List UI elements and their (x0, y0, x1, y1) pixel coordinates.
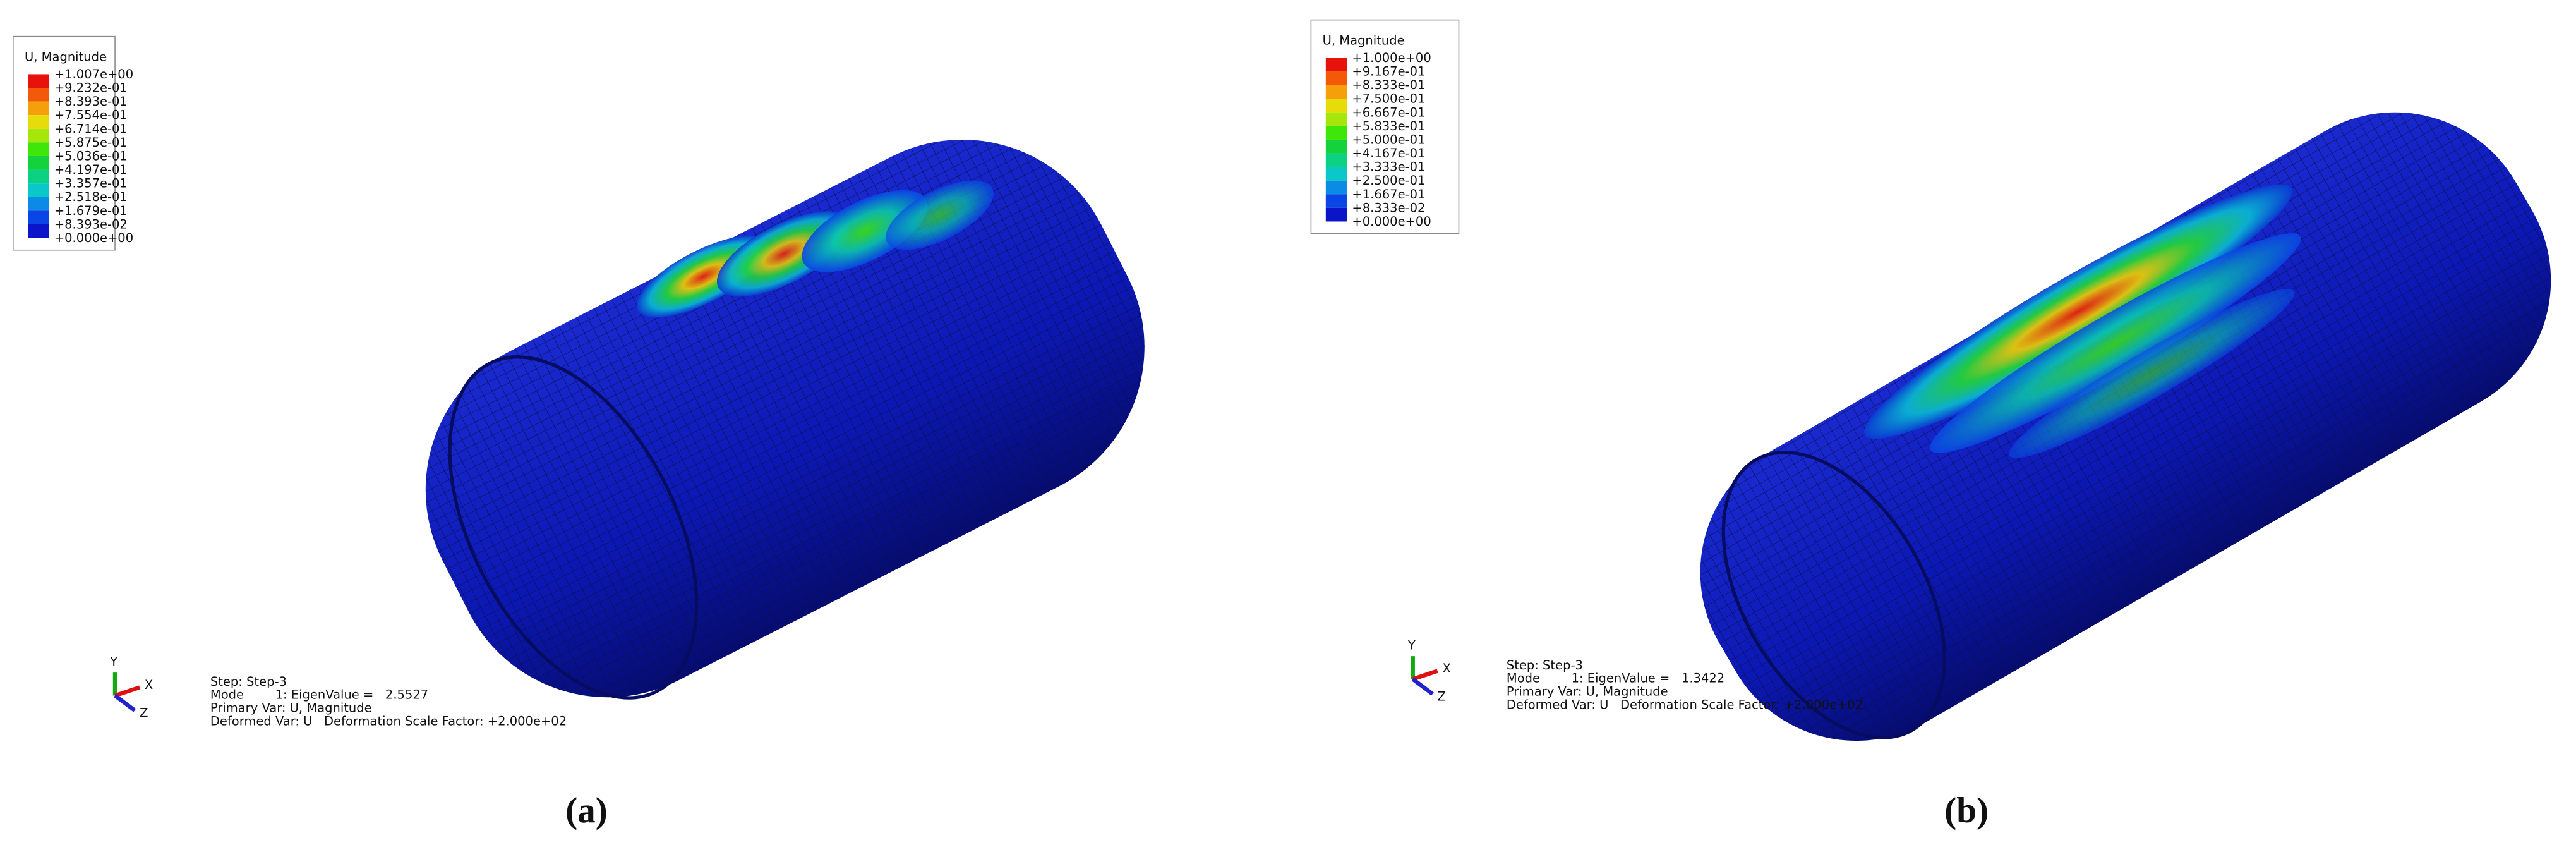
legend-label: +9.232e-01 (54, 81, 128, 95)
info-line: Step: Step-3 (210, 674, 287, 689)
legend-swatch (28, 128, 50, 143)
legend-label: +1.000e+00 (1352, 51, 1431, 65)
legend-label: +8.393e-01 (54, 94, 128, 109)
cylinder-model-a (425, 139, 1145, 700)
legend-swatch (1325, 71, 1347, 85)
legend-swatch (1325, 194, 1347, 208)
legend-label: +0.000e+00 (1352, 214, 1431, 229)
legend-label: +5.833e-01 (1352, 119, 1425, 133)
legend-label: +5.875e-01 (54, 135, 128, 150)
legend-swatch (1325, 85, 1347, 99)
info-line: Step: Step-3 (1507, 658, 1583, 672)
legend-swatch (28, 115, 50, 129)
legend-label: +2.518e-01 (54, 190, 128, 204)
legend-label: +5.000e-01 (1352, 132, 1425, 147)
legend-swatch (1325, 139, 1347, 154)
caption: (a) (565, 791, 608, 831)
info-line: Deformed Var: U Deformation Scale Factor… (1507, 697, 1863, 712)
axis-arrow (1412, 669, 1438, 681)
axis-label: Z (1438, 689, 1446, 703)
cylinder-model-b (1700, 112, 2551, 741)
axis-label: Z (140, 705, 148, 720)
legend-swatch (28, 197, 50, 211)
axis-arrow (1411, 677, 1434, 696)
info-line: Primary Var: U, Magnitude (210, 701, 372, 715)
axis-label: X (145, 678, 153, 692)
axis-label: Y (1407, 638, 1416, 653)
legend-label: +2.500e-01 (1352, 173, 1425, 188)
legend-swatch (28, 169, 50, 184)
legend-swatch (1325, 58, 1347, 72)
legend-swatch (28, 101, 50, 116)
legend-label: +6.714e-01 (54, 121, 128, 136)
legend-label: +5.036e-01 (54, 149, 128, 163)
legend-swatch (28, 88, 50, 102)
info-line: Primary Var: U, Magnitude (1507, 685, 1668, 699)
axis-label: Y (109, 655, 117, 669)
legend-swatch (1325, 180, 1347, 195)
legend-swatch (28, 210, 50, 224)
legend-title: U, Magnitude (1323, 33, 1405, 48)
legend-label: +9.167e-01 (1352, 64, 1425, 79)
caption: (b) (1944, 791, 1989, 831)
legend-label: +6.667e-01 (1352, 105, 1425, 119)
legend-swatch (1325, 99, 1347, 113)
info-line: Deformed Var: U Deformation Scale Factor… (210, 714, 567, 728)
legend-label: +7.554e-01 (54, 108, 128, 123)
legend-swatch (1325, 112, 1347, 126)
legend-swatch (28, 155, 50, 170)
legend-label: +1.679e-01 (54, 204, 128, 218)
legend-label: +4.167e-01 (1352, 146, 1425, 161)
legend-label: +3.333e-01 (1352, 160, 1425, 174)
info-line: Mode 1: EigenValue = 1.3422 (1507, 671, 1724, 686)
info-line: Mode 1: EigenValue = 2.5527 (210, 688, 428, 702)
legend-swatch (28, 183, 50, 197)
legend-label: +0.000e+00 (54, 231, 133, 245)
legend-swatch (1325, 207, 1347, 222)
legend-label: +8.333e-01 (1352, 78, 1425, 92)
legend-swatch (28, 142, 50, 156)
legend-swatch (28, 74, 50, 88)
axis-label: X (1442, 661, 1450, 676)
legend-label: +8.393e-02 (54, 217, 128, 231)
legend-swatch (1325, 126, 1347, 140)
legend-label: +1.007e+00 (54, 67, 133, 82)
legend-label: +3.357e-01 (54, 176, 128, 191)
axis-arrow (114, 693, 136, 712)
legend-swatch (1325, 153, 1347, 167)
legend-swatch (28, 224, 50, 238)
legend-title: U, Magnitude (25, 50, 107, 64)
legend-swatch (1325, 167, 1347, 181)
legend-label: +4.197e-01 (54, 162, 128, 177)
legend-label: +8.333e-02 (1352, 200, 1425, 215)
legend-label: +7.500e-01 (1352, 92, 1425, 106)
axis-arrow (114, 685, 141, 698)
legend-label: +1.667e-01 (1352, 187, 1425, 202)
